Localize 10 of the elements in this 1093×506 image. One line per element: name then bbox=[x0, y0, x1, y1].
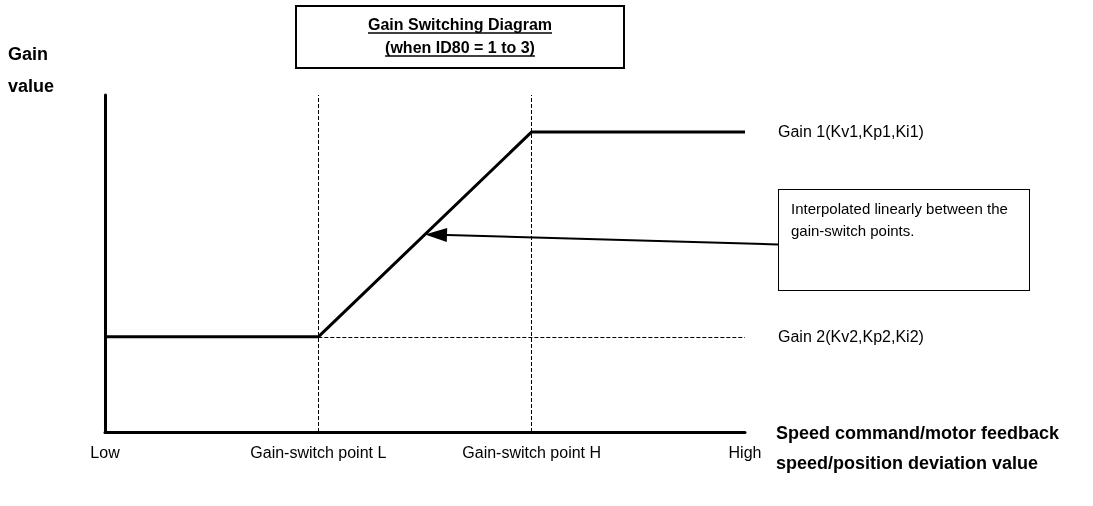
x-tick-label: Gain-switch point H bbox=[462, 443, 602, 461]
x-axis-title: Speed command/motor feedback speed/position deviation value bbox=[776, 423, 1065, 473]
x-tick-label: Gain-switch point L bbox=[250, 443, 387, 461]
note-box: Interpolated linearly between the gain-switch points. bbox=[778, 189, 1030, 292]
x-tick-label: High bbox=[728, 443, 762, 461]
y-axis-title: Gain value bbox=[8, 44, 55, 96]
chart-title: Gain Switching Diagram (when ID80 = 1 to 3) bbox=[367, 15, 553, 56]
text: Gain 1(Kv1,Kp1,Ki1) bbox=[778, 123, 924, 141]
x-tick-label: Low bbox=[90, 443, 121, 461]
text: Gain 2(Kv2,Kp2,Ki2) bbox=[778, 328, 924, 346]
